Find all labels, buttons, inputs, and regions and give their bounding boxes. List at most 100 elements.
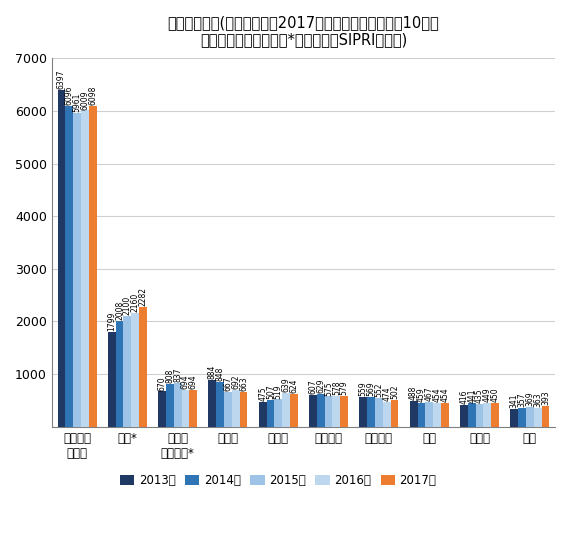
- Text: 667: 667: [223, 376, 233, 391]
- Text: 474: 474: [382, 386, 391, 401]
- Text: 2100: 2100: [123, 296, 132, 315]
- Text: 363: 363: [533, 392, 542, 407]
- Text: 475: 475: [258, 386, 267, 401]
- Bar: [542, 406, 549, 426]
- Bar: [417, 402, 425, 426]
- Text: 629: 629: [316, 379, 325, 393]
- Bar: [425, 402, 433, 426]
- Bar: [158, 391, 166, 426]
- Bar: [209, 380, 216, 426]
- Legend: 2013年, 2014年, 2015年, 2016年, 2017年: 2013年, 2014年, 2015年, 2016年, 2017年: [115, 469, 441, 492]
- Bar: [475, 404, 483, 426]
- Text: 341: 341: [510, 393, 519, 408]
- Text: 441: 441: [467, 388, 476, 403]
- Text: 670: 670: [157, 376, 166, 391]
- Text: 2282: 2282: [139, 287, 148, 306]
- Text: 467: 467: [425, 387, 434, 401]
- Bar: [360, 397, 367, 426]
- Text: 578: 578: [332, 381, 341, 396]
- Text: 449: 449: [483, 387, 492, 402]
- Bar: [216, 382, 224, 426]
- Bar: [139, 306, 147, 426]
- Text: 552: 552: [374, 382, 384, 397]
- Bar: [390, 400, 398, 426]
- Bar: [116, 321, 124, 426]
- Text: 488: 488: [409, 386, 418, 400]
- Bar: [89, 106, 96, 426]
- Bar: [332, 396, 340, 426]
- Text: 416: 416: [459, 390, 469, 404]
- Bar: [166, 384, 174, 426]
- Title: 主要国軍事費(米ドル換算で2017年における軍事費上位10位、
米ドル換算、億ドル、*は推定値、SIPRI発表値): 主要国軍事費(米ドル換算で2017年における軍事費上位10位、 米ドル換算、億ド…: [168, 15, 439, 47]
- Text: 502: 502: [390, 385, 399, 399]
- Bar: [375, 398, 383, 426]
- Bar: [282, 393, 290, 426]
- Bar: [174, 382, 182, 426]
- Text: 2008: 2008: [115, 301, 124, 320]
- Text: 607: 607: [308, 379, 317, 394]
- Text: 450: 450: [491, 387, 500, 402]
- Text: 639: 639: [282, 377, 291, 392]
- Text: 507: 507: [266, 385, 275, 399]
- Text: 6397: 6397: [57, 70, 66, 89]
- Bar: [383, 402, 390, 426]
- Text: 6009: 6009: [80, 90, 89, 110]
- Bar: [460, 405, 468, 426]
- Text: 454: 454: [440, 387, 449, 402]
- Bar: [224, 392, 232, 426]
- Text: 692: 692: [231, 375, 241, 390]
- Bar: [468, 403, 475, 426]
- Text: 694: 694: [181, 375, 190, 390]
- Text: 393: 393: [541, 391, 550, 405]
- Bar: [367, 397, 375, 426]
- Text: 2160: 2160: [131, 293, 140, 312]
- Text: 459: 459: [417, 387, 426, 402]
- Text: 559: 559: [359, 382, 368, 397]
- Bar: [309, 395, 317, 426]
- Text: 5961: 5961: [72, 93, 82, 112]
- Bar: [510, 409, 518, 426]
- Bar: [189, 390, 197, 426]
- Bar: [66, 106, 73, 426]
- Bar: [491, 403, 499, 426]
- Bar: [290, 394, 298, 426]
- Bar: [58, 90, 66, 426]
- Text: 663: 663: [239, 376, 248, 391]
- Text: 884: 884: [208, 365, 217, 379]
- Text: 837: 837: [173, 368, 182, 382]
- Bar: [131, 313, 139, 426]
- Text: 1799: 1799: [107, 312, 116, 331]
- Bar: [483, 403, 491, 426]
- Text: 848: 848: [215, 367, 225, 381]
- Bar: [518, 408, 526, 426]
- Text: 694: 694: [189, 375, 198, 390]
- Text: 808: 808: [165, 369, 174, 383]
- Bar: [441, 403, 449, 426]
- Text: 6098: 6098: [88, 85, 97, 105]
- Bar: [534, 408, 541, 426]
- Bar: [410, 401, 417, 426]
- Bar: [81, 110, 89, 426]
- Text: 519: 519: [274, 384, 283, 398]
- Text: 575: 575: [324, 381, 333, 396]
- Bar: [232, 390, 239, 426]
- Text: 6096: 6096: [65, 85, 74, 105]
- Bar: [325, 396, 332, 426]
- Bar: [73, 113, 81, 426]
- Bar: [317, 393, 325, 426]
- Bar: [124, 316, 131, 426]
- Text: 454: 454: [433, 387, 442, 402]
- Text: 579: 579: [340, 381, 349, 396]
- Text: 369: 369: [526, 392, 534, 407]
- Bar: [267, 400, 274, 426]
- Text: 435: 435: [475, 388, 484, 403]
- Bar: [182, 390, 189, 426]
- Bar: [526, 407, 534, 426]
- Text: 357: 357: [518, 392, 527, 407]
- Bar: [433, 403, 441, 426]
- Bar: [259, 402, 267, 426]
- Text: 624: 624: [290, 379, 298, 393]
- Bar: [274, 399, 282, 426]
- Text: 569: 569: [367, 381, 376, 396]
- Bar: [239, 392, 247, 426]
